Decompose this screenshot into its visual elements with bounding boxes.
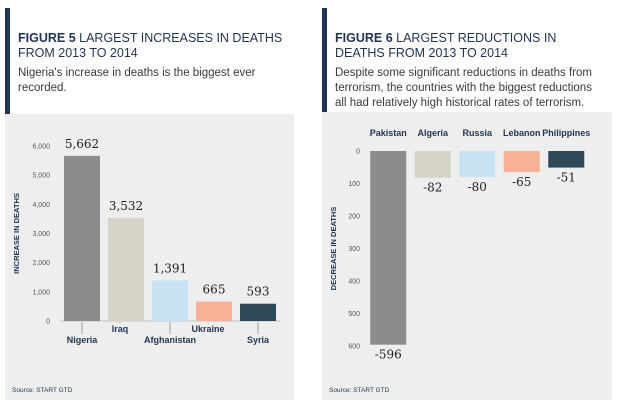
category-label: Pakistan xyxy=(370,128,407,138)
category-label: Russia xyxy=(462,128,493,138)
figure6-subtitle: Despite some significant reductions in d… xyxy=(335,67,592,109)
value-label: 5,662 xyxy=(65,137,99,151)
bar-pakistan xyxy=(370,151,407,345)
y-tick-label: 6,000 xyxy=(32,144,50,151)
figure6-chart: DECREASE IN DEATHS 0 100 200 300 400 500 600 Pak… xyxy=(329,128,590,362)
figure5-subtitle: Nigeria's increase in deaths is the bigg… xyxy=(18,67,256,94)
bar-afghanistan xyxy=(152,280,188,321)
figure6-header: FIGURE 6 LARGEST REDUCTIONS IN DEATHS FR… xyxy=(322,8,612,112)
bar-lebanon xyxy=(503,151,540,173)
bar-syria xyxy=(240,303,276,321)
bar-russia xyxy=(459,151,496,177)
y-tick-label: 3,000 xyxy=(32,231,50,238)
bar-philippines xyxy=(548,151,585,168)
figure5-number: FIGURE 5 xyxy=(18,31,76,45)
value-label: 1,391 xyxy=(153,261,187,275)
y-tick-label: 400 xyxy=(348,279,360,286)
y-tick-label: 5,000 xyxy=(32,173,50,180)
figure5-source: Source: START GTD xyxy=(12,387,73,394)
value-label: 3,532 xyxy=(109,199,143,213)
y-tick-label: 4,000 xyxy=(32,202,50,209)
category-label: Syria xyxy=(247,335,270,345)
figure5-title-text: LARGEST INCREASES IN DEATHS FROM 2013 TO… xyxy=(18,31,283,60)
y-tick-label: 500 xyxy=(348,311,360,318)
figure5-title: FIGURE 5 LARGEST INCREASES IN DEATHS FRO… xyxy=(18,31,286,61)
y-axis-title: INCREASE IN DEATHS xyxy=(12,193,21,274)
category-label: Afghanistan xyxy=(144,335,196,345)
y-tick-label: 200 xyxy=(348,214,360,221)
value-label: -65 xyxy=(512,175,531,189)
bar-algeria xyxy=(414,151,451,178)
y-tick-label: 300 xyxy=(348,246,360,253)
figure6-title-text: LARGEST REDUCTIONS IN DEATHS FROM 2013 T… xyxy=(335,31,557,60)
category-label: Iraq xyxy=(112,324,129,334)
y-tick-label: 0 xyxy=(356,149,360,156)
category-label: Algeria xyxy=(417,128,449,138)
value-label: 665 xyxy=(203,283,226,297)
category-label: Philippines xyxy=(542,128,590,138)
y-tick-label: 1,000 xyxy=(32,289,50,296)
value-label: -596 xyxy=(375,348,402,362)
figure5-header: FIGURE 5 LARGEST INCREASES IN DEATHS FRO… xyxy=(5,8,294,114)
y-tick-label: 2,000 xyxy=(32,260,50,267)
figure6-source: Source: START GTD xyxy=(329,387,390,394)
figure5-chart: INCREASE IN DEATHS 0 1,000 2,000 3,000 4,000 5… xyxy=(12,137,280,345)
category-label: Lebanon xyxy=(503,128,541,138)
y-tick-label: 0 xyxy=(46,319,50,326)
bar-iraq xyxy=(108,217,144,321)
value-label: -51 xyxy=(557,171,576,185)
y-tick-label: 100 xyxy=(348,181,360,188)
y-axis-title: DECREASE IN DEATHS xyxy=(329,207,338,291)
figure6-title: FIGURE 6 LARGEST REDUCTIONS IN DEATHS FR… xyxy=(335,31,604,61)
value-label: 593 xyxy=(247,285,270,299)
value-label: -82 xyxy=(423,181,442,195)
figure5-panel: FIGURE 5 LARGEST INCREASES IN DEATHS FRO… xyxy=(5,8,294,400)
category-label: Nigeria xyxy=(67,335,99,345)
bar-nigeria xyxy=(64,155,100,321)
figure6-number: FIGURE 6 xyxy=(335,31,393,45)
y-tick-label: 600 xyxy=(348,344,360,351)
figure6-panel: FIGURE 6 LARGEST REDUCTIONS IN DEATHS FR… xyxy=(322,8,612,400)
category-label: Ukraine xyxy=(191,324,224,334)
value-label: -80 xyxy=(468,180,487,194)
bar-ukraine xyxy=(196,301,232,321)
